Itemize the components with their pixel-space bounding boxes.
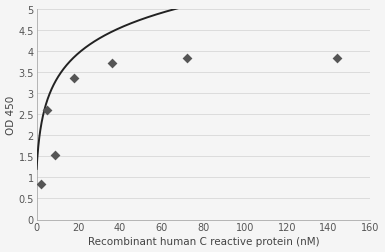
X-axis label: Recombinant human C reactive protein (nM): Recombinant human C reactive protein (nM… [88, 237, 319, 246]
Point [52, 154, 59, 158]
Point [38, 182, 44, 186]
Point [109, 62, 115, 66]
Point [184, 57, 190, 61]
Y-axis label: OD 450: OD 450 [5, 95, 15, 134]
Point [44, 108, 50, 112]
Point [334, 57, 340, 61]
Point [71, 77, 77, 81]
